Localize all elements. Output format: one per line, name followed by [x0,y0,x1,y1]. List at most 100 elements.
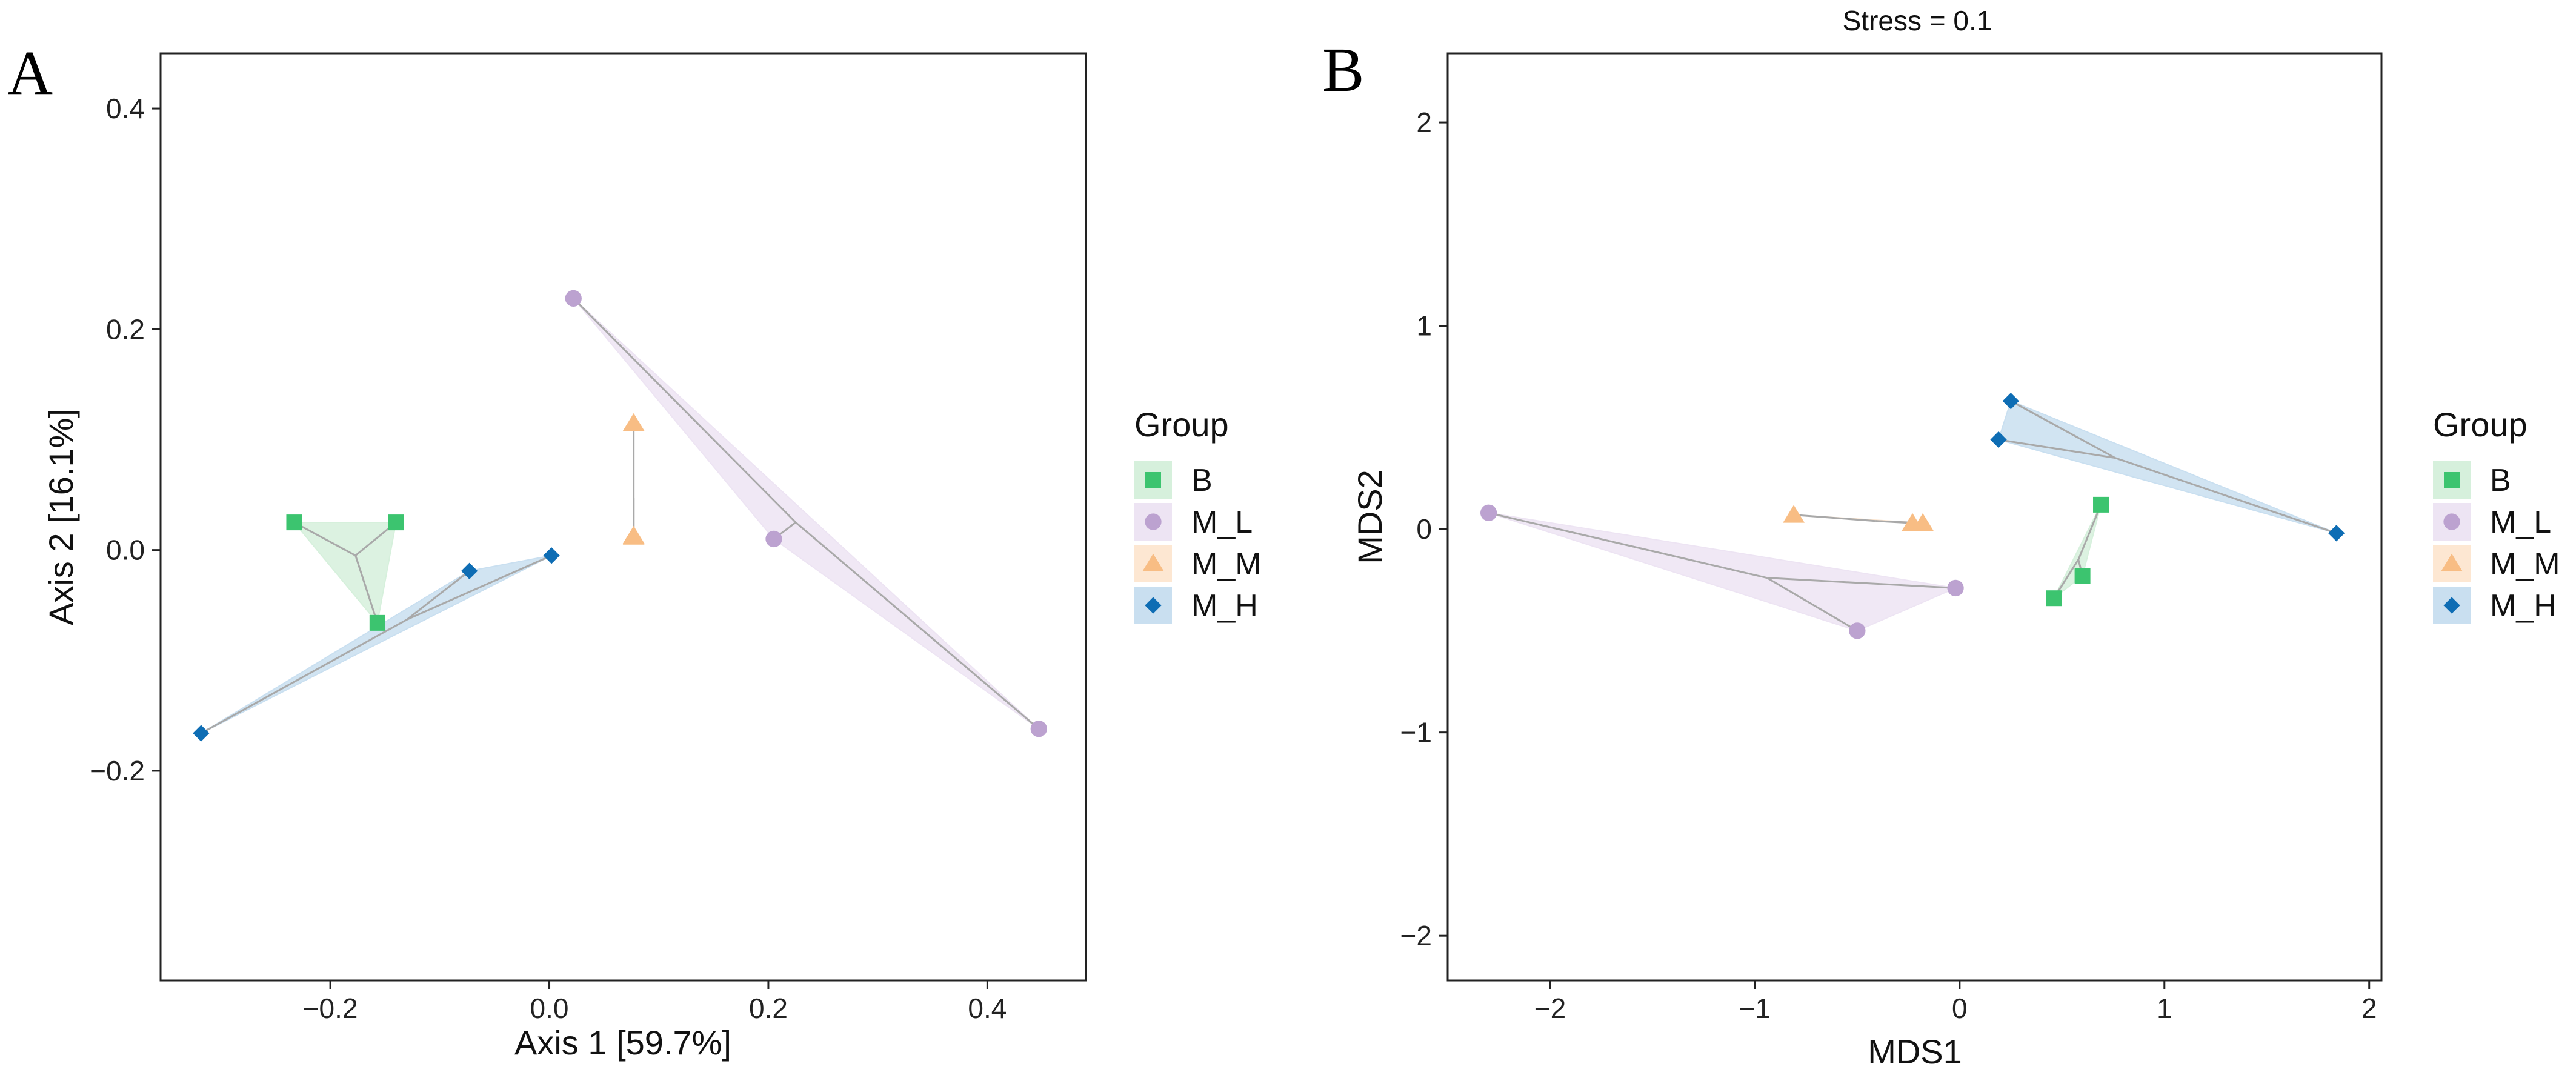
panel-b-ticks: −2 −1 0 1 2 −2 −1 0 1 2 [1400,107,2377,1024]
panel-b: B Stress = 0.1 −2 −1 0 1 2 −2 −1 0 1 2 MDS1 MDS2 [1322,5,2383,1071]
panel-b-x-axis-title: MDS1 [1868,1033,1962,1071]
panel-b-legend-marker-m-l [2443,513,2460,530]
panel-a-points [193,290,1047,742]
panel-a-ticks: −0.2 0.0 0.2 0.4 −0.2 0.0 0.2 0.4 [90,93,1007,1024]
panel-a-plot-frame [159,52,1087,982]
panel-b-point-m-l [1947,579,1964,597]
panel-a-x-tick-label: 0.4 [968,993,1007,1024]
panel-b-legend-label: M_L [2490,505,2551,540]
panel-a-hull-m-l [573,298,1039,730]
panel-a-legend-marker-m-l [1145,513,1162,530]
panel-b-spider-b [2077,504,2102,561]
panel-a-point-m-l [1030,721,1047,737]
panel-b-point-m-l [1480,504,1497,521]
panel-b-point-b [2093,496,2109,513]
panel-a-legend: Group B M_L M_M M_H [1134,405,1262,624]
panel-b-legend-marker-m-m [2441,553,2463,571]
panel-b-y-tick-label: 0 [1416,513,1432,545]
panel-a-spider-m-h [406,554,552,621]
panel-b-hull-m-l [1488,512,1958,631]
panel-a-legend-label: M_H [1191,588,1258,624]
panel-b-spider-m-m [1794,514,1876,522]
panel-a-hulls [201,298,1039,734]
panel-b-plot-area: −2 −1 0 1 2 −2 −1 0 1 2 [1400,52,2383,1024]
panel-a-plot-area: −0.2 0.0 0.2 0.4 −0.2 0.0 0.2 0.4 [90,52,1087,1024]
panel-b-point-m-h [2002,393,2019,410]
panel-a-legend-marker-b [1145,472,1161,488]
panel-a-point-b [388,514,404,531]
panel-a-point-m-h [543,547,560,564]
panel-b-x-tick-label: 2 [2361,993,2377,1024]
panel-a-y-axis-title: Axis 2 [16.1%] [42,408,80,625]
panel-a-point-m-m [622,527,645,545]
panel-a-hull-b [293,522,397,625]
panel-b-point-m-h [2328,525,2345,542]
panel-b-stress-annotation: Stress = 0.1 [1843,5,1992,36]
panel-a-point-m-l [765,530,782,548]
panel-a-x-tick-label: 0.0 [530,993,569,1024]
panel-b-y-axis-title: MDS2 [1351,470,1389,564]
panel-a: A −0.2 0.0 0.2 0.4 −0.2 0.0 0.2 0.4 Axis 1 [59.… [7,38,1087,1062]
panel-b-point-b [2074,568,2091,584]
panel-b-letter: B [1322,35,1364,105]
panel-a-legend-label: M_L [1191,505,1253,540]
panel-a-x-tick-label: −0.2 [303,993,358,1024]
panel-a-point-b [369,614,385,631]
panel-b-spider-m-l [1488,511,1768,579]
panel-b-x-tick-label: 1 [2157,993,2172,1024]
panel-b-spider-m-h [1998,439,2115,459]
panel-b-legend-marker-b [2444,472,2460,488]
panel-a-spider-m-l [795,521,1040,730]
panel-a-legend-label: M_M [1191,547,1262,582]
panel-b-point-m-m [1912,513,1934,531]
panel-b-y-tick-label: −2 [1400,920,1432,951]
panel-b-y-tick-label: 2 [1416,107,1432,138]
panel-a-x-axis-title: Axis 1 [59.7%] [514,1023,731,1062]
panel-a-x-tick-label: 0.2 [749,993,788,1024]
panel-b-legend-title: Group [2433,405,2528,444]
panel-a-spider-m-l [573,298,797,524]
panel-a-y-tick-label: 0.2 [106,313,145,345]
panel-b-legend-marker-m-h [2443,597,2460,614]
panel-a-point-b [286,514,302,531]
panel-b-spider-m-l [1766,577,1858,632]
panel-a-legend-marker-m-h [1145,597,1162,614]
panel-b-point-m-m [1783,505,1805,523]
panel-b-x-tick-label: −2 [1534,993,1566,1024]
panel-b-y-tick-label: −1 [1400,717,1432,748]
panel-a-point-m-h [461,562,478,579]
panel-b-plot-frame [1446,52,2383,982]
panel-a-legend-item: M_L [1134,503,1253,541]
panel-a-legend-label: B [1191,463,1213,498]
panel-a-legend-marker-m-m [1142,553,1164,571]
panel-b-x-tick-label: 0 [1952,993,1968,1024]
panel-a-spider-m-h [406,570,470,621]
panel-b-point-m-h [1990,431,2007,448]
panel-b-points [1480,393,2345,639]
panel-a-y-tick-label: −0.2 [90,755,145,787]
panel-b-legend-label: M_H [2490,588,2557,624]
panel-b-legend-item: M_M [2433,545,2560,582]
panel-a-spider-b [354,555,379,624]
panel-b-spiders [1488,400,2337,632]
panel-b-point-b [2046,590,2062,607]
panel-a-point-m-m [622,413,645,431]
panel-b-legend-label: B [2490,463,2511,498]
panel-b-legend: Group B M_L M_M M_H [2433,405,2560,624]
panel-b-spider-m-l [1767,577,1956,589]
panel-a-spider-b [293,521,356,557]
panel-b-point-m-l [1849,622,1866,639]
panel-b-legend-item: M_H [2433,587,2557,624]
panel-a-point-m-l [565,290,582,307]
panel-b-legend-item: B [2433,461,2511,499]
panel-b-hull-b [2053,504,2102,599]
panel-a-point-m-h [193,725,210,742]
panel-b-hull-m-h [1997,400,2337,534]
panel-b-spider-m-h [2010,400,2116,459]
panel-b-legend-item: M_L [2433,503,2551,541]
panel-b-x-tick-label: −1 [1739,993,1771,1024]
panel-a-y-tick-label: 0.4 [106,93,145,124]
panel-a-legend-item: B [1134,461,1213,499]
panel-a-spider-m-h [201,619,408,734]
panel-a-letter: A [7,38,53,108]
